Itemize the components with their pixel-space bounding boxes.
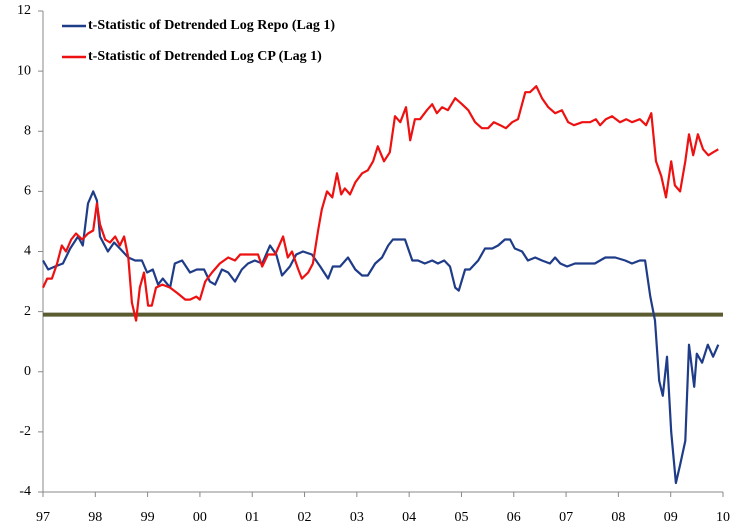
x-tick-label: 03: [350, 510, 364, 525]
y-tick-label: 6: [24, 184, 31, 199]
series-line: [42, 190, 720, 485]
legend-label: t-Statistic of Detrended Log Repo (Lag 1…: [88, 18, 335, 33]
y-tick-label: 12: [17, 3, 31, 18]
x-tick-label: 02: [298, 510, 312, 525]
y-tick-label: -2: [19, 424, 31, 439]
y-tick-label: -4: [19, 484, 31, 499]
x-tick-label: 04: [402, 510, 416, 525]
x-tick-label: 05: [454, 510, 468, 525]
x-tick-label: 08: [611, 510, 625, 525]
legend-label: t-Statistic of Detrended Log CP (Lag 1): [88, 49, 322, 64]
x-tick-label: 98: [88, 510, 102, 525]
x-tick-label: 09: [664, 510, 678, 525]
y-tick-label: 8: [24, 123, 31, 138]
y-tick-label: 4: [24, 244, 31, 259]
x-tick-label: 06: [507, 510, 521, 525]
x-tick-label: 07: [559, 510, 573, 525]
y-tick-label: 10: [17, 63, 31, 78]
x-tick-label: 97: [36, 510, 50, 525]
x-tick-label: 00: [193, 510, 207, 525]
series-line: [42, 85, 719, 322]
y-tick-label: 2: [24, 304, 31, 319]
x-tick-label: 10: [716, 510, 730, 525]
x-tick-label: 99: [141, 510, 155, 525]
x-tick-label: 01: [245, 510, 259, 525]
y-tick-label: 0: [24, 364, 31, 379]
